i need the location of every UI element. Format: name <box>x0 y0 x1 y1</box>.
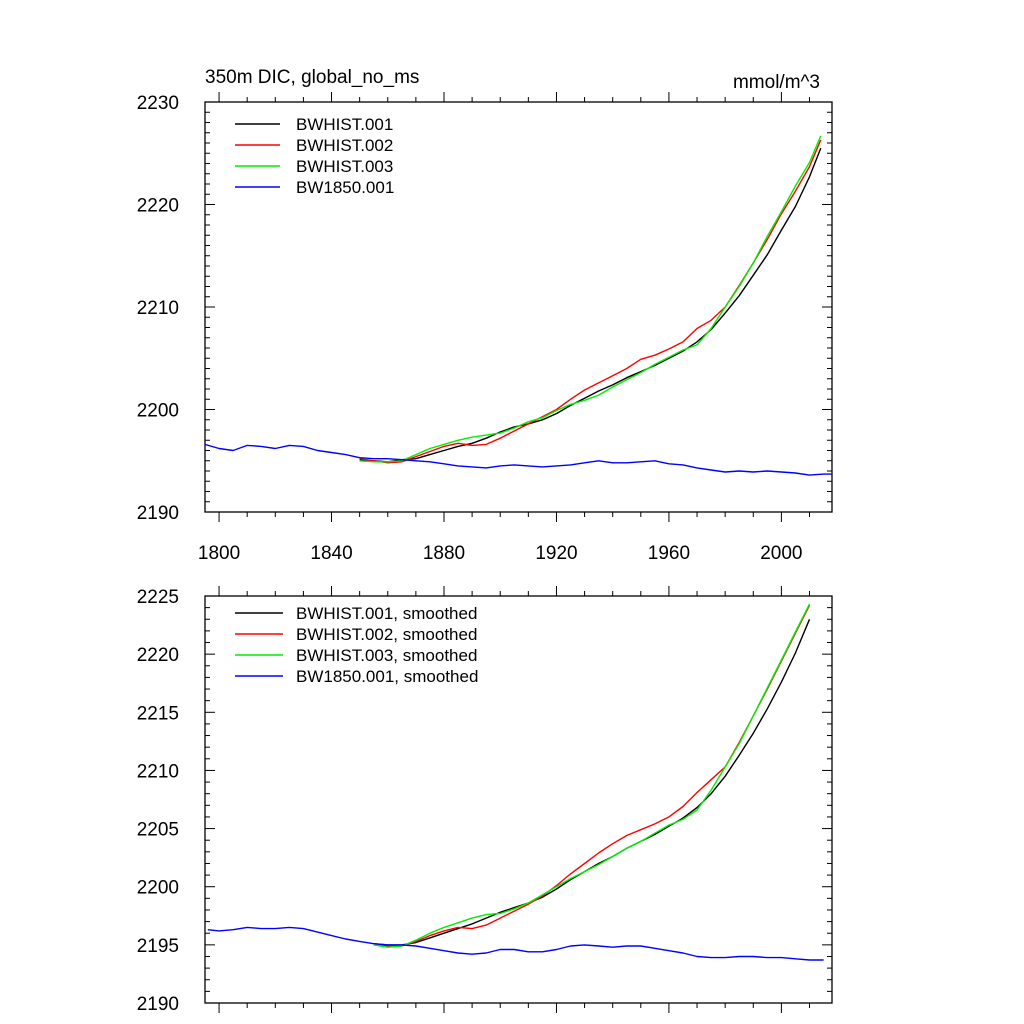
series-line-1 <box>359 147 822 463</box>
y-tick-label: 2220 <box>137 196 179 217</box>
chart-panel-1: 2190 2200 2210 2220 2230 1800 1840 1880 1920 1960… <box>137 67 833 564</box>
legend-label: BWHIST.002, smoothed <box>296 625 477 644</box>
series-line-4 <box>207 926 824 961</box>
series-line-3 <box>359 135 822 463</box>
x-tick-label: 2000 <box>760 543 802 564</box>
y-tick-label: 2225 <box>137 587 179 608</box>
legend-label: BWHIST.003 <box>296 157 393 176</box>
x-tick-label: 1880 <box>423 543 465 564</box>
y-tick-label: 2215 <box>137 703 179 724</box>
x-tick-label: 1800 <box>198 543 240 564</box>
series-line-2 <box>359 139 822 464</box>
chart-panel-2: 2190 2195 2200 2205 2210 2215 2220 2225 BWHIST.0… <box>137 586 833 1015</box>
legend-label: BWHIST.001, smoothed <box>296 604 477 623</box>
chart-units: mmol/m^3 <box>733 72 820 93</box>
x-tick-label: 1960 <box>648 543 690 564</box>
y-tick-label: 2190 <box>137 994 179 1015</box>
y-tick-label: 2220 <box>137 645 179 666</box>
y-tick-label: 2200 <box>137 878 179 899</box>
legend-label: BWHIST.002 <box>296 136 393 155</box>
series-group <box>207 603 824 961</box>
series-line-4 <box>205 443 832 476</box>
y-tick-label: 2190 <box>137 503 179 524</box>
chart-title: 350m DIC, global_no_ms <box>205 67 419 88</box>
series-group <box>205 135 832 476</box>
legend-label: BWHIST.003, smoothed <box>296 646 477 665</box>
y-tick-label: 2205 <box>137 820 179 841</box>
y-tick-label: 2230 <box>137 93 179 114</box>
y-tick-label: 2210 <box>137 761 179 782</box>
plot-frame <box>204 595 833 1004</box>
y-tick-label: 2200 <box>137 401 179 422</box>
y-tick-label: 2210 <box>137 298 179 319</box>
y-tick-label: 2195 <box>137 936 179 957</box>
legend-label: BW1850.001, smoothed <box>296 667 478 686</box>
legend-label: BW1850.001 <box>296 178 394 197</box>
legend-label: BWHIST.001 <box>296 115 393 134</box>
x-tick-label: 1920 <box>535 543 577 564</box>
series-line-3 <box>373 603 811 948</box>
x-tick-label: 1840 <box>310 543 352 564</box>
